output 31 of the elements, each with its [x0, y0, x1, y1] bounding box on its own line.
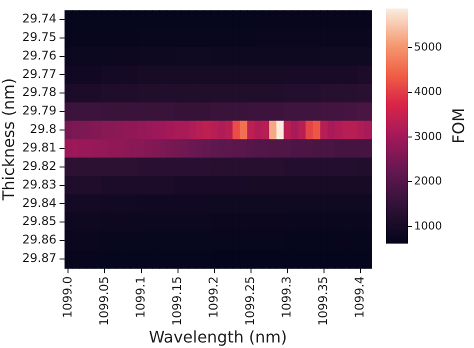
y-tick-label: 29.84 [22, 196, 57, 210]
y-tick-label: 29.81 [22, 140, 57, 155]
x-tick-label: 1099.15 [170, 276, 184, 326]
y-tick-label: 29.79 [22, 104, 57, 118]
y-tick-label: 29.86 [22, 232, 57, 247]
x-tick-label: 1099.2 [206, 276, 220, 318]
y-tick-label: 29.78 [22, 85, 57, 100]
y-axis-title: Thickness (nm) [0, 78, 18, 202]
x-tick-label: 1099.0 [60, 276, 74, 318]
color-bar-title: FOM [449, 108, 468, 144]
color-bar-label: 1000 [414, 219, 442, 232]
color-bar-label: 3000 [414, 130, 442, 143]
y-tick-label: 29.8 [30, 122, 57, 136]
y-tick-label: 29.82 [22, 158, 57, 173]
color-bar-label: 2000 [414, 174, 442, 188]
x-tick-label: 1099.35 [316, 276, 330, 326]
x-tick-label: 1099.05 [96, 276, 111, 326]
x-tick-label: 1099.4 [352, 276, 367, 318]
y-tick-label: 29.87 [22, 251, 57, 266]
x-tick-label: 1099.1 [133, 276, 148, 318]
y-tick-label: 29.85 [22, 214, 57, 228]
y-tick-label: 29.75 [22, 30, 57, 44]
x-axis-title: Wavelength (nm) [148, 328, 288, 347]
y-tick-label: 29.83 [22, 177, 57, 192]
y-tick-label: 29.74 [22, 12, 57, 26]
y-tick-label: 29.76 [22, 48, 57, 62]
color-bar-label: 4000 [414, 85, 442, 98]
x-tick-label: 1099.25 [242, 276, 257, 326]
y-tick-label: 29.77 [22, 66, 57, 81]
color-bar-label: 5000 [414, 40, 442, 54]
x-tick-label: 1099.3 [279, 276, 294, 318]
